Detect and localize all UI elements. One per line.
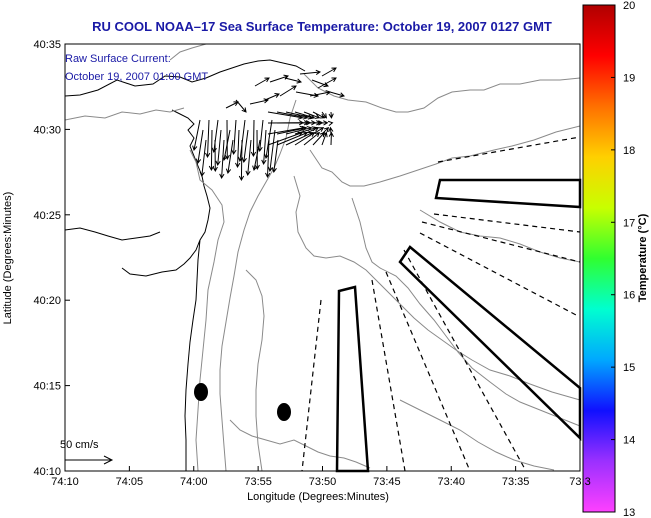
surface-current-vectors — [192, 67, 345, 182]
colorbar-tick-label: 19 — [623, 72, 635, 84]
colorbar-tick-label: 20 — [623, 0, 635, 12]
map-title: RU COOL NOAA–17 Sea Surface Temperature:… — [92, 19, 552, 34]
current-vector — [205, 119, 211, 159]
x-tick-label: 73:55 — [244, 476, 272, 488]
colorbar-tick-label: 17 — [623, 217, 635, 229]
colorbar-tick-label: 13 — [623, 507, 635, 518]
black-dot-west — [194, 383, 208, 401]
y-tick-label: 40:10 — [33, 466, 61, 478]
isobath-contours — [64, 43, 581, 472]
current-vector — [199, 139, 207, 178]
current-note-line2: October 19, 2007 01:00 GMT — [65, 71, 208, 83]
current-vector — [328, 131, 334, 146]
current-vector — [303, 131, 321, 146]
y-tick-label: 40:35 — [33, 39, 61, 51]
y-tick-label: 40:20 — [33, 295, 61, 307]
y-tick-label: 40:15 — [33, 381, 61, 393]
x-tick-label: 74:00 — [180, 476, 208, 488]
current-vector — [252, 139, 261, 172]
colorbar-ticks: 13 14 15 16 17 18 19 20 — [611, 0, 635, 518]
current-vector — [219, 139, 225, 180]
x-tick-label: 74:05 — [116, 476, 144, 488]
current-vector — [238, 139, 245, 182]
current-vector — [254, 77, 270, 87]
current-vector — [329, 91, 345, 98]
current-vector — [267, 131, 304, 146]
current-vector — [249, 98, 270, 105]
current-vector — [294, 111, 316, 120]
precautionary-boundaries — [301, 136, 581, 472]
current-vector — [261, 129, 267, 166]
current-vector — [225, 139, 234, 175]
current-vector — [321, 67, 337, 77]
current-vector — [195, 129, 204, 165]
current-vector — [212, 139, 218, 173]
black-dot-east — [277, 403, 291, 421]
scale-label: 50 cm/s — [60, 439, 99, 451]
current-vector — [312, 111, 326, 119]
current-vector — [263, 119, 273, 160]
current-vector — [192, 119, 201, 152]
current-vector — [250, 119, 257, 158]
current-vector — [299, 69, 322, 75]
current-vector — [224, 119, 230, 161]
map-area: Raw Surface Current: October 19, 2007 01… — [60, 43, 582, 473]
colorbar-tick-label: 18 — [623, 145, 635, 157]
current-vector — [321, 111, 328, 119]
current-vector — [284, 77, 303, 84]
x-tick-label: 73:3 — [569, 476, 590, 488]
y-axis-ticks: 40:10 40:15 40:20 40:25 40:30 40:35 — [33, 39, 70, 478]
current-vector — [294, 132, 316, 146]
y-tick-label: 40:30 — [33, 124, 61, 136]
current-vector — [211, 119, 219, 154]
current-vector — [321, 120, 329, 126]
x-tick-label: 73:45 — [373, 476, 401, 488]
current-vector — [241, 129, 249, 164]
current-vector — [327, 120, 334, 126]
current-vector — [215, 129, 222, 167]
current-vector — [264, 93, 280, 101]
colorbar-tick-label: 14 — [623, 435, 635, 447]
current-vector — [254, 129, 260, 171]
current-vector — [245, 139, 252, 177]
scale-arrow — [65, 455, 114, 465]
current-vector — [303, 111, 321, 119]
y-tick-label: 40:25 — [33, 210, 61, 222]
current-note-line1: Raw Surface Current: — [65, 53, 171, 65]
colorbar — [582, 4, 616, 513]
current-vector — [225, 101, 239, 109]
current-vector — [265, 139, 271, 179]
current-vector — [328, 111, 334, 119]
current-vector — [267, 129, 276, 173]
x-axis-label: Longitude (Degrees:Minutes) — [247, 491, 389, 503]
current-vector — [231, 119, 237, 156]
land-coastline — [64, 59, 306, 471]
y-axis-label: Latitude (Degrees:Minutes) — [2, 192, 14, 325]
x-tick-label: 73:35 — [502, 476, 530, 488]
colorbar-label: Temperature (°C) — [637, 213, 649, 302]
current-vector — [317, 77, 337, 89]
x-tick-label: 73:40 — [437, 476, 465, 488]
current-vector — [235, 129, 241, 169]
colorbar-tick-label: 16 — [623, 290, 635, 302]
current-vector — [279, 85, 297, 97]
current-vector — [312, 127, 325, 135]
current-vector — [321, 131, 328, 146]
x-axis-ticks: 74:10 74:05 74:00 73:55 73:50 73:45 73:40 73:35… — [51, 466, 591, 488]
colorbar-tick-label: 15 — [623, 362, 635, 374]
x-tick-label: 73:50 — [309, 476, 337, 488]
current-vector — [276, 131, 309, 146]
x-tick-label: 74:10 — [51, 476, 79, 488]
